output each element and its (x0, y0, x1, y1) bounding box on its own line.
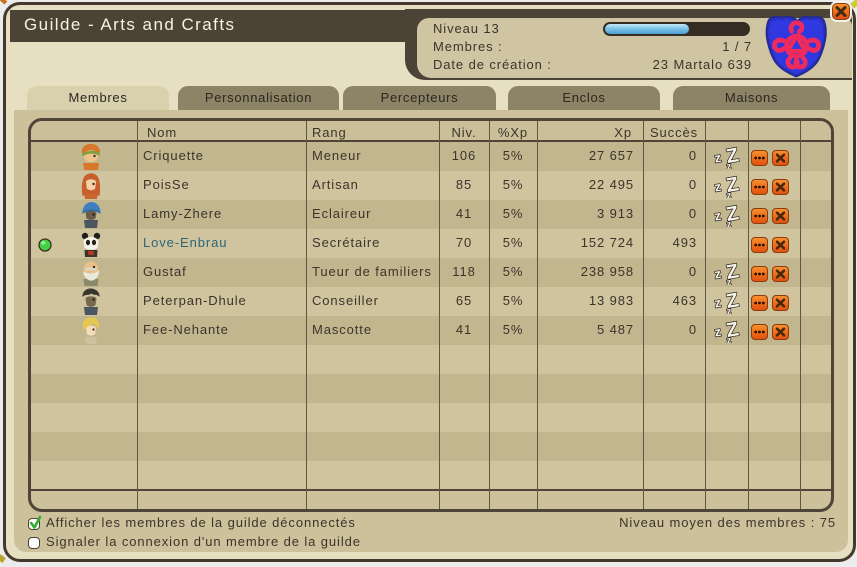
svg-text:Z: Z (725, 145, 741, 168)
svg-text:z: z (726, 335, 732, 343)
svg-text:Z: Z (725, 261, 741, 284)
svg-text:z: z (726, 306, 732, 314)
svg-text:z: z (726, 161, 732, 169)
svg-text:z: z (713, 295, 722, 311)
svg-text:Z: Z (725, 319, 741, 342)
svg-text:z: z (713, 179, 722, 195)
svg-text:z: z (713, 324, 722, 340)
svg-text:z: z (713, 266, 722, 282)
svg-text:z: z (713, 208, 722, 224)
svg-text:z: z (726, 219, 732, 227)
svg-text:Z: Z (725, 290, 741, 313)
svg-text:z: z (713, 150, 722, 166)
svg-text:Z: Z (725, 174, 741, 197)
svg-text:z: z (726, 277, 732, 285)
svg-text:z: z (726, 190, 732, 198)
svg-text:Z: Z (725, 203, 741, 226)
